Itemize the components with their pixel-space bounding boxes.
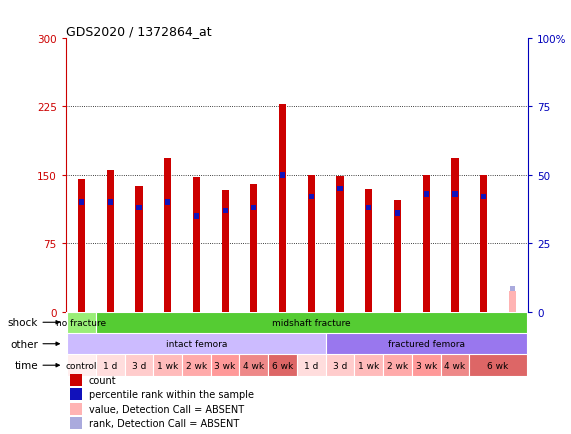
Text: 1 wk: 1 wk xyxy=(358,361,379,370)
Bar xyxy=(164,159,171,312)
Bar xyxy=(153,355,182,376)
Bar xyxy=(365,189,372,312)
Text: shock: shock xyxy=(7,318,38,328)
Bar xyxy=(480,175,487,312)
Bar xyxy=(107,200,113,205)
Bar xyxy=(193,177,200,312)
Bar xyxy=(366,205,371,211)
Bar xyxy=(481,194,486,200)
Bar xyxy=(70,417,82,429)
Bar xyxy=(325,333,526,355)
Text: intact femora: intact femora xyxy=(166,339,227,349)
Bar xyxy=(211,355,239,376)
Text: time: time xyxy=(14,360,38,370)
Bar xyxy=(136,205,142,211)
Text: count: count xyxy=(89,375,116,385)
Text: rank, Detection Call = ABSENT: rank, Detection Call = ABSENT xyxy=(89,418,239,427)
Bar xyxy=(96,355,124,376)
Text: fractured femora: fractured femora xyxy=(388,339,465,349)
Bar xyxy=(268,355,297,376)
Text: 3 wk: 3 wk xyxy=(416,361,437,370)
Bar xyxy=(441,355,469,376)
Bar xyxy=(280,173,285,178)
Bar xyxy=(67,333,325,355)
Text: 1 d: 1 d xyxy=(304,361,319,370)
Text: 1 wk: 1 wk xyxy=(157,361,178,370)
Bar xyxy=(451,159,459,312)
Bar xyxy=(395,211,400,216)
Bar xyxy=(424,192,429,197)
Bar xyxy=(279,105,286,312)
Bar xyxy=(124,355,153,376)
Bar xyxy=(182,355,211,376)
Text: other: other xyxy=(10,339,38,349)
Bar xyxy=(309,194,314,200)
Bar xyxy=(70,388,82,400)
Text: value, Detection Call = ABSENT: value, Detection Call = ABSENT xyxy=(89,404,244,414)
Bar xyxy=(67,312,96,333)
Bar xyxy=(250,184,258,312)
Bar xyxy=(325,355,355,376)
Text: 6 wk: 6 wk xyxy=(488,361,509,370)
Bar xyxy=(308,175,315,312)
Bar xyxy=(452,192,457,197)
Text: 4 wk: 4 wk xyxy=(444,361,465,370)
Text: no fracture: no fracture xyxy=(57,318,107,327)
Bar xyxy=(510,286,515,292)
Text: 3 d: 3 d xyxy=(132,361,146,370)
Bar xyxy=(165,200,170,205)
Bar xyxy=(412,355,441,376)
Bar xyxy=(239,355,268,376)
Bar xyxy=(383,355,412,376)
Bar xyxy=(251,205,256,211)
Bar xyxy=(223,208,228,214)
Bar xyxy=(79,200,84,205)
Bar xyxy=(469,355,526,376)
Bar xyxy=(297,355,325,376)
Bar xyxy=(70,374,82,386)
Text: 3 wk: 3 wk xyxy=(215,361,236,370)
Bar xyxy=(509,292,516,312)
Bar xyxy=(423,175,430,312)
Bar xyxy=(337,186,343,192)
Bar xyxy=(67,355,96,376)
Text: percentile rank within the sample: percentile rank within the sample xyxy=(89,389,254,399)
Bar xyxy=(78,180,85,312)
Text: 2 wk: 2 wk xyxy=(387,361,408,370)
Bar xyxy=(70,403,82,414)
Text: GDS2020 / 1372864_at: GDS2020 / 1372864_at xyxy=(66,25,211,38)
Text: 2 wk: 2 wk xyxy=(186,361,207,370)
Bar xyxy=(336,176,344,312)
Bar xyxy=(107,171,114,312)
Text: 1 d: 1 d xyxy=(103,361,118,370)
Text: 6 wk: 6 wk xyxy=(272,361,293,370)
Text: 4 wk: 4 wk xyxy=(243,361,264,370)
Bar xyxy=(394,201,401,312)
Bar xyxy=(194,214,199,219)
Text: 3 d: 3 d xyxy=(333,361,347,370)
Bar xyxy=(135,186,143,312)
Bar xyxy=(222,191,229,312)
Text: control: control xyxy=(66,361,97,370)
Bar xyxy=(355,355,383,376)
Text: midshaft fracture: midshaft fracture xyxy=(272,318,351,327)
